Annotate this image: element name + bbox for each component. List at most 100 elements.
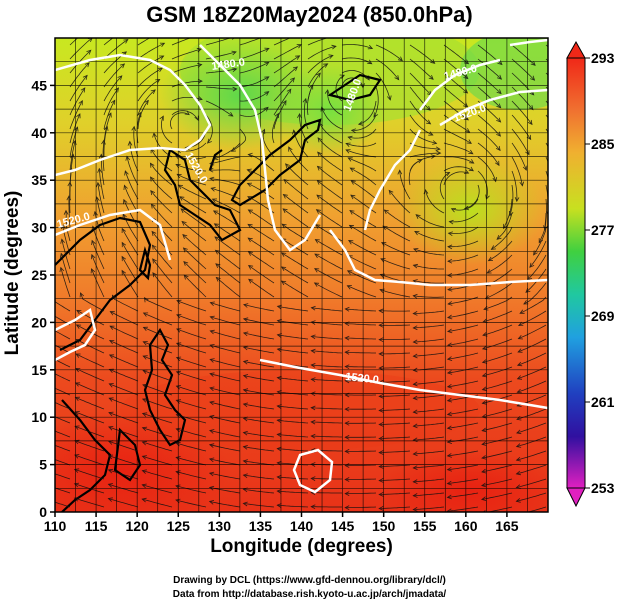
height-contours: [55, 38, 548, 494]
streamline: [108, 412, 139, 424]
streamline: [413, 464, 445, 469]
streamline: [388, 190, 411, 214]
streamline-arrowhead: [79, 292, 85, 298]
colorbar-bottom-arrow: [566, 487, 586, 508]
streamline-arrowhead: [44, 309, 49, 313]
streamline-arrowhead: [357, 121, 364, 126]
streamline-arrowhead: [246, 182, 253, 188]
streamline: [55, 387, 71, 396]
streamline-arrowhead: [481, 345, 488, 351]
streamline-arrowhead: [123, 184, 128, 190]
streamline: [151, 203, 173, 228]
streamline-arrowhead: [496, 117, 502, 123]
streamline: [247, 237, 275, 256]
streamline: [443, 128, 472, 144]
streamline-arrowhead: [515, 443, 522, 448]
streamline: [97, 182, 105, 214]
streamline: [110, 311, 139, 326]
streamline-arrowhead: [412, 409, 418, 415]
streamline-arrowhead: [182, 233, 188, 239]
streamline-arrowhead: [314, 239, 320, 244]
streamline: [60, 267, 71, 298]
streamline: [137, 79, 160, 102]
streamline: [91, 268, 105, 298]
streamline: [247, 183, 275, 200]
streamline-arrowhead: [208, 443, 215, 448]
streamline: [443, 114, 470, 133]
streamline: [307, 45, 336, 60]
streamline-arrowhead: [212, 210, 219, 215]
streamline: [311, 435, 342, 438]
streamline-arrowhead: [350, 194, 356, 200]
streamline: [68, 196, 71, 228]
streamline-arrowhead: [482, 332, 488, 337]
streamline-arrowhead: [108, 426, 114, 431]
streamline: [205, 100, 234, 117]
streamline: [137, 55, 164, 74]
streamline-arrowhead: [344, 364, 350, 370]
streamline: [243, 304, 275, 312]
streamline: [447, 492, 479, 498]
streamline: [69, 62, 90, 88]
streamline: [518, 324, 547, 340]
streamline: [75, 353, 105, 368]
streamline-arrowhead: [142, 326, 148, 332]
streamline: [169, 112, 190, 130]
streamline-arrowhead: [414, 230, 420, 236]
streamline: [311, 492, 342, 494]
streamline-arrowhead: [152, 258, 157, 264]
streamline-arrowhead: [446, 425, 453, 431]
map-plot: 1480.0 1480.0 1520.0 1520.0 1520.0 1520.…: [31, 37, 615, 534]
streamline-arrowhead: [367, 44, 374, 50]
streamline: [293, 130, 309, 158]
streamline: [413, 492, 445, 497]
streamline: [477, 72, 502, 94]
streamline-arrowhead: [48, 291, 52, 295]
streamline: [281, 223, 309, 242]
streamline: [108, 440, 139, 452]
streamline-arrowhead: [344, 420, 350, 426]
streamline: [415, 214, 445, 228]
streamline-arrowhead: [214, 249, 220, 255]
streamline-arrowhead: [76, 309, 82, 315]
streamline: [239, 61, 269, 74]
streamline: [545, 58, 548, 62]
streamline: [176, 399, 207, 410]
streamline: [142, 413, 173, 424]
streamline-arrowhead: [428, 74, 434, 80]
y-axis: 0 5 10 15 20 25 30 35 40 45: [31, 77, 55, 520]
streamline: [209, 501, 241, 508]
streamline: [314, 268, 343, 284]
streamline-arrowhead: [74, 425, 80, 430]
streamline: [311, 421, 342, 424]
streamline-arrowhead: [76, 113, 81, 119]
streamline-arrowhead: [523, 300, 529, 305]
streamline-arrowhead: [43, 353, 48, 357]
streamline-arrowhead: [149, 162, 155, 168]
streamline: [447, 506, 479, 512]
streamline: [511, 114, 532, 140]
streamline-arrowhead: [247, 237, 253, 243]
streamline: [380, 258, 411, 270]
streamline-arrowhead: [155, 79, 161, 84]
streamline: [109, 354, 139, 368]
streamline: [108, 498, 139, 508]
streamline-arrowhead: [98, 153, 104, 159]
streamline-arrowhead: [517, 348, 523, 353]
streamline-arrowhead: [127, 140, 133, 146]
streamline: [239, 48, 270, 60]
streamline-arrowhead: [349, 209, 355, 215]
streamline: [273, 38, 291, 46]
streamline: [413, 380, 445, 385]
streamline: [307, 84, 314, 116]
streamline: [243, 432, 275, 438]
streamline: [307, 63, 328, 88]
streamline: [413, 506, 445, 510]
streamline-arrowhead: [447, 231, 453, 237]
streamline: [443, 142, 473, 155]
streamline: [273, 88, 292, 116]
streamline-arrowhead: [486, 269, 492, 274]
streamline-arrowhead: [183, 260, 189, 266]
streamline: [209, 373, 241, 382]
temperature-field: [55, 38, 548, 512]
